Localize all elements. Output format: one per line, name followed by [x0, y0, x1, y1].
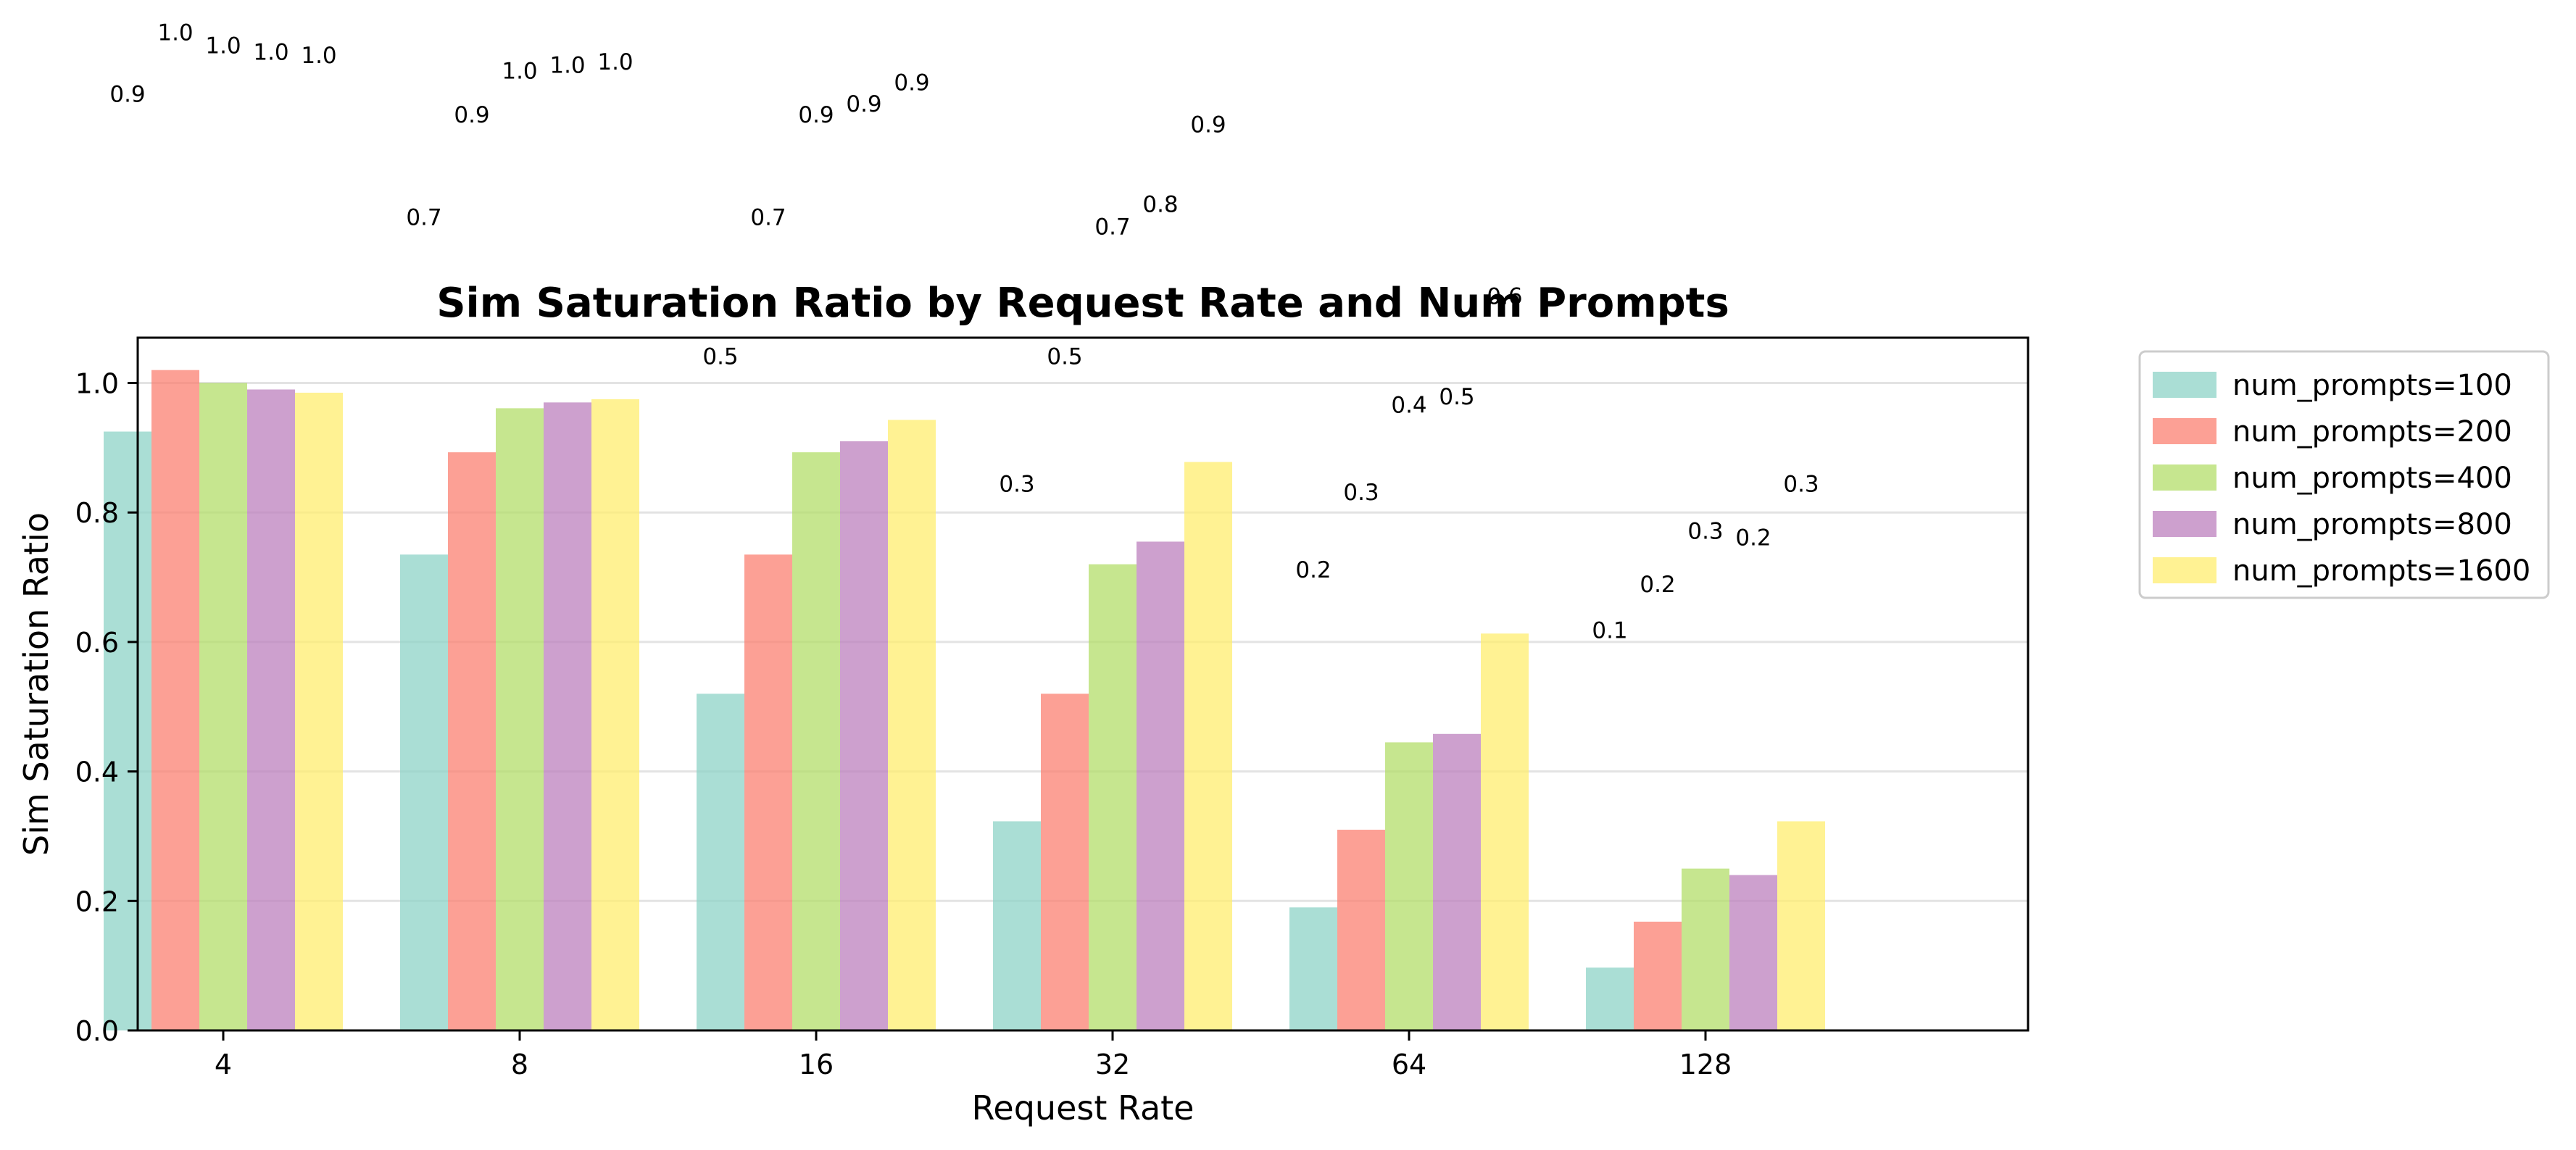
data-label: 0.1 — [1592, 617, 1627, 643]
bar — [448, 452, 496, 1030]
bar — [1089, 564, 1137, 1030]
data-label: 0.6 — [1487, 283, 1522, 309]
bar — [1682, 868, 1729, 1030]
bar — [151, 370, 199, 1031]
bar — [1777, 821, 1825, 1030]
bar — [840, 441, 888, 1030]
legend-label: num_prompts=400 — [2232, 462, 2512, 495]
y-tick-label: 0.6 — [75, 627, 119, 659]
x-tick-label: 8 — [511, 1049, 528, 1080]
data-label: 1.0 — [157, 20, 193, 46]
bar — [792, 452, 840, 1030]
bar — [744, 554, 792, 1030]
data-label: 0.5 — [1439, 384, 1474, 410]
data-label: 0.7 — [406, 204, 441, 230]
y-tick-label: 0.2 — [75, 886, 119, 917]
bar — [1337, 830, 1385, 1030]
data-label: 0.9 — [1190, 112, 1226, 138]
data-label: 1.0 — [301, 43, 336, 69]
bar — [295, 392, 343, 1030]
data-label: 1.0 — [597, 49, 633, 75]
bar — [888, 420, 936, 1030]
legend-label: num_prompts=800 — [2232, 508, 2512, 541]
x-tick-label: 16 — [799, 1049, 834, 1080]
legend-label: num_prompts=200 — [2232, 415, 2512, 449]
legend-box — [2138, 350, 2550, 599]
data-label: 0.5 — [1047, 343, 1082, 370]
data-label: 1.0 — [549, 52, 585, 78]
data-label: 0.9 — [798, 102, 834, 128]
bar — [1729, 875, 1777, 1030]
y-tick-label: 1.0 — [75, 368, 119, 400]
bar — [1634, 921, 1682, 1030]
x-tick-label: 32 — [1095, 1049, 1130, 1080]
legend-label: num_prompts=100 — [2232, 369, 2512, 402]
y-tick-label: 0.4 — [75, 757, 119, 788]
legend-swatch — [2153, 464, 2216, 491]
bar — [544, 402, 591, 1030]
bar — [1433, 733, 1481, 1030]
bars — [104, 370, 1825, 1031]
plot-frame — [136, 336, 2029, 1032]
data-label: 1.0 — [205, 33, 241, 59]
x-axis: 4 8 16 32 64 128 — [215, 1030, 1732, 1080]
legend-swatch — [2153, 372, 2216, 398]
data-label: 0.2 — [1295, 557, 1331, 583]
data-labels: 0.9 0.7 0.5 0.3 0.2 0.1 1.0 0.9 0.7 0.5 0.3 0.2 1.0 1… — [109, 20, 1819, 644]
bar — [199, 383, 247, 1030]
bar — [1481, 633, 1529, 1030]
bar — [1289, 907, 1337, 1030]
y-axis-label: Sim Saturation Ratio — [17, 512, 56, 856]
bar — [1041, 693, 1089, 1030]
bar — [1137, 541, 1184, 1030]
bar — [591, 399, 639, 1030]
data-label: 0.2 — [1735, 525, 1771, 551]
data-label: 1.0 — [253, 39, 288, 65]
legend: num_prompts=100 num_prompts=200 num_prompt… — [2138, 350, 2550, 599]
bar — [1385, 742, 1433, 1030]
bar — [104, 431, 151, 1030]
bar — [400, 554, 448, 1030]
chart-title: Sim Saturation Ratio by Request Rate and… — [436, 280, 1729, 327]
bar — [1184, 462, 1232, 1030]
legend-swatch — [2153, 418, 2216, 444]
data-label: 0.7 — [1094, 214, 1130, 241]
data-label: 0.2 — [1640, 572, 1675, 598]
bar — [993, 821, 1041, 1030]
bar — [496, 408, 544, 1030]
x-tick-label: 128 — [1679, 1049, 1732, 1080]
x-axis-label: Request Rate — [972, 1088, 1194, 1128]
legend-swatch — [2153, 557, 2216, 583]
bar — [697, 693, 744, 1030]
data-label: 0.9 — [894, 70, 929, 96]
legend-label: num_prompts=1600 — [2232, 554, 2530, 588]
data-label: 0.7 — [750, 204, 786, 230]
y-axis: 0.0 0.2 0.4 0.6 0.8 1.0 — [75, 368, 138, 1047]
data-label: 0.3 — [999, 471, 1034, 497]
data-label: 1.0 — [502, 58, 537, 84]
bar — [1586, 967, 1634, 1030]
data-label: 0.9 — [846, 91, 881, 117]
x-tick-label: 4 — [215, 1049, 232, 1080]
data-label: 0.3 — [1783, 471, 1819, 497]
data-label: 0.9 — [109, 82, 145, 108]
y-tick-label: 0.0 — [75, 1015, 119, 1047]
data-label: 0.8 — [1142, 191, 1178, 217]
data-label: 0.5 — [702, 343, 738, 370]
bar — [247, 389, 295, 1030]
y-tick-label: 0.8 — [75, 497, 119, 529]
data-label: 0.3 — [1687, 519, 1723, 545]
x-tick-label: 64 — [1392, 1049, 1426, 1080]
legend-swatch — [2153, 511, 2216, 537]
data-label: 0.9 — [454, 102, 489, 128]
data-label: 0.3 — [1343, 480, 1379, 506]
data-label: 0.4 — [1391, 392, 1426, 418]
